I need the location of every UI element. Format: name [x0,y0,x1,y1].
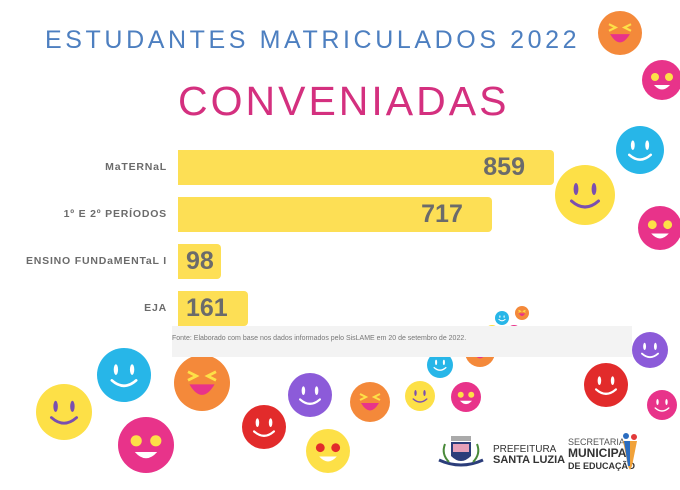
value-label-maternal: 859 [483,153,525,181]
category-label-fundamental: ENSINO FUNDaMENTaL I [25,255,167,267]
smiley-emoji-icon [427,352,453,378]
category-label-eja: EJA [144,302,167,314]
smiley-emoji-icon [647,390,677,420]
smiley-emoji-icon [242,405,286,449]
laughing-emoji-icon [174,355,230,411]
heart-eyes-emoji-icon [642,60,680,100]
source-note-box: Fonte: Elaborado com base nos dados info… [172,326,632,357]
heart-eyes-emoji-icon [306,429,350,473]
secretaria-line2: MUNICIPAL [568,446,634,460]
smiley-emoji-icon [97,348,151,402]
page-subtitle: CONVENIADAS [178,78,510,124]
category-label-maternal: MaTERNaL [105,161,167,173]
smiley-emoji-icon [288,373,332,417]
page-title: ESTUDANTES MATRICULADOS 2022 [45,26,581,54]
value-label-periodos: 717 [421,200,463,228]
bar-periodos [178,197,492,232]
prefeitura-line2: SANTA LUZIA [493,454,566,466]
smiley-emoji-icon [495,311,509,325]
bar-fundamental [178,244,221,279]
bar-maternal [178,150,554,185]
heart-eyes-emoji-icon [451,382,481,412]
smiley-emoji-icon [36,384,92,440]
smiley-emoji-icon [584,363,628,407]
laughing-emoji-icon [598,11,642,55]
value-label-fundamental: 98 [186,247,214,275]
value-label-eja: 161 [186,294,228,322]
bar-eja [178,291,249,326]
smiley-emoji-icon [555,165,615,225]
heart-eyes-emoji-icon [638,206,680,250]
prefeitura-line1: PREFEITURA [493,444,557,455]
coat-of-arms-icon [438,436,484,467]
laughing-emoji-icon [350,382,390,422]
pencil-figures-icon [623,433,637,470]
smiley-emoji-icon [616,126,664,174]
secretaria-line1: SECRETARIA [568,437,625,447]
laughing-emoji-icon [515,306,529,320]
heart-eyes-emoji-icon [118,417,174,473]
source-note: Fonte: Elaborado com base nos dados info… [172,335,467,342]
smiley-emoji-icon [632,332,668,368]
secretaria-line3: DE EDUCAÇÃO [568,461,636,471]
category-label-periodos: 1º E 2º PERÍODOS [63,208,167,220]
smiley-emoji-icon [405,381,435,411]
